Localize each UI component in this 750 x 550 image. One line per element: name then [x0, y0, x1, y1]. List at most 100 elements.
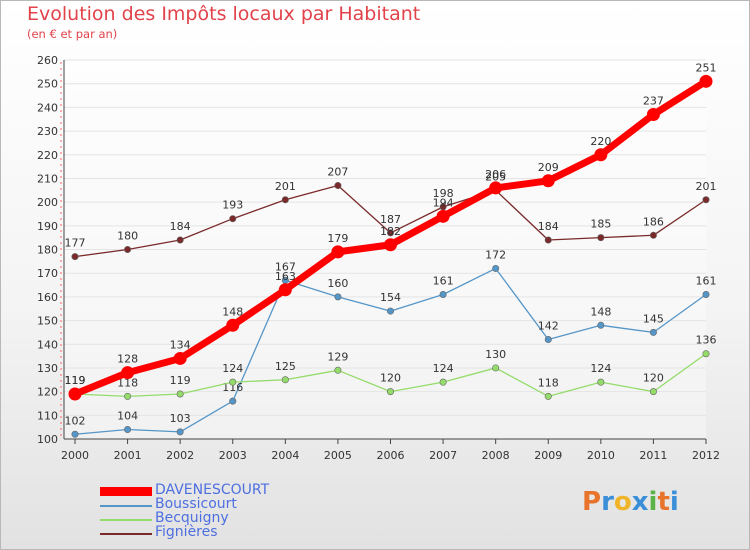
data-label-becquigny: 120 — [380, 372, 401, 385]
data-label-davenescourt: 206 — [485, 168, 506, 181]
data-label-boussicourt: 104 — [117, 410, 138, 423]
x-tick-label: 2007 — [429, 449, 457, 462]
data-label-boussicourt: 102 — [65, 414, 86, 427]
data-point-fignieres — [702, 196, 710, 204]
data-point-becquigny — [649, 388, 657, 396]
y-tick-label: 160 — [37, 291, 58, 304]
data-label-fignieres: 180 — [117, 230, 138, 243]
data-point-fignieres — [229, 215, 237, 223]
data-point-becquigny — [334, 366, 342, 374]
data-point-davenescourt — [699, 74, 713, 88]
data-label-fignieres: 187 — [380, 213, 401, 226]
data-label-fignieres: 184 — [170, 220, 191, 233]
data-point-boussicourt — [334, 293, 342, 301]
data-label-becquigny: 125 — [275, 360, 296, 373]
data-label-becquigny: 129 — [327, 350, 348, 363]
chart-title: Evolution des Impôts locaux par Habitant — [27, 3, 421, 25]
data-point-davenescourt — [68, 387, 82, 401]
data-point-davenescourt — [331, 245, 345, 259]
data-label-boussicourt: 172 — [485, 248, 506, 261]
data-point-boussicourt — [386, 307, 394, 315]
data-point-fignieres — [176, 236, 184, 244]
data-label-becquigny: 119 — [170, 374, 191, 387]
data-point-boussicourt — [229, 397, 237, 405]
data-point-boussicourt — [597, 321, 605, 329]
data-point-davenescourt — [384, 238, 397, 252]
data-label-boussicourt: 103 — [170, 412, 191, 425]
data-point-davenescourt — [173, 351, 187, 365]
y-tick-label: 200 — [37, 196, 58, 209]
data-label-davenescourt: 148 — [222, 305, 243, 318]
x-tick-label: 2002 — [166, 449, 194, 462]
y-tick-label: 220 — [37, 149, 58, 162]
data-point-davenescourt — [278, 283, 292, 297]
chart-subtitle: (en € et par an) — [27, 27, 118, 41]
data-label-fignieres: 193 — [222, 199, 243, 212]
logo-letter: t — [657, 487, 670, 517]
y-tick-label: 260 — [37, 54, 58, 67]
data-label-davenescourt: 128 — [117, 353, 138, 366]
y-tick-label: 180 — [37, 244, 58, 257]
x-tick-label: 2012 — [692, 449, 720, 462]
y-tick-label: 140 — [37, 338, 58, 351]
data-point-becquigny — [439, 378, 447, 386]
y-tick-label: 110 — [37, 409, 58, 422]
legend-swatch — [100, 533, 152, 535]
data-point-boussicourt — [649, 328, 657, 336]
y-tick-label: 240 — [37, 101, 58, 114]
x-tick-label: 2011 — [639, 449, 667, 462]
logo-letter: r — [601, 487, 614, 517]
data-point-fignieres — [334, 182, 342, 190]
x-tick-label: 2008 — [482, 449, 510, 462]
data-label-davenescourt: 119 — [65, 374, 86, 387]
data-label-fignieres: 184 — [538, 220, 559, 233]
data-label-davenescourt: 163 — [275, 270, 296, 283]
data-point-becquigny — [124, 392, 132, 400]
y-tick-label: 130 — [37, 362, 58, 375]
data-label-becquigny: 130 — [485, 348, 506, 361]
data-label-davenescourt: 251 — [696, 61, 717, 74]
data-point-becquigny — [702, 350, 710, 358]
data-label-boussicourt: 148 — [590, 305, 611, 318]
data-label-davenescourt: 237 — [643, 94, 664, 107]
y-tick-label: 120 — [37, 386, 58, 399]
data-label-davenescourt: 182 — [380, 225, 401, 238]
data-point-becquigny — [492, 364, 500, 372]
data-label-becquigny: 118 — [117, 376, 138, 389]
data-point-becquigny — [229, 378, 237, 386]
x-tick-label: 2010 — [587, 449, 615, 462]
data-label-davenescourt: 194 — [433, 196, 454, 209]
legend-swatch — [100, 519, 152, 521]
data-point-becquigny — [386, 388, 394, 396]
data-point-boussicourt — [544, 336, 552, 344]
data-point-boussicourt — [71, 430, 79, 438]
data-point-boussicourt — [176, 428, 184, 436]
data-point-boussicourt — [492, 264, 500, 272]
data-label-fignieres: 186 — [643, 215, 664, 228]
data-point-becquigny — [281, 376, 289, 384]
data-label-becquigny: 124 — [590, 362, 611, 375]
legend-swatch — [100, 505, 152, 507]
data-label-davenescourt: 134 — [170, 338, 191, 351]
legend-swatch — [100, 487, 152, 496]
data-label-davenescourt: 220 — [590, 135, 611, 148]
data-point-fignieres — [124, 246, 132, 254]
data-point-davenescourt — [594, 148, 608, 162]
data-point-boussicourt — [702, 291, 710, 299]
data-point-davenescourt — [226, 318, 240, 332]
data-point-davenescourt — [121, 366, 135, 380]
data-point-fignieres — [597, 234, 605, 242]
data-point-becquigny — [597, 378, 605, 386]
x-tick-label: 2009 — [534, 449, 562, 462]
data-label-becquigny: 124 — [222, 362, 243, 375]
data-label-boussicourt: 161 — [433, 275, 454, 288]
data-label-boussicourt: 142 — [538, 320, 559, 333]
x-tick-label: 2001 — [114, 449, 142, 462]
data-point-boussicourt — [439, 291, 447, 299]
data-label-boussicourt: 145 — [643, 312, 664, 325]
data-label-boussicourt: 160 — [327, 277, 348, 290]
data-point-becquigny — [176, 390, 184, 398]
data-point-fignieres — [281, 196, 289, 204]
data-label-becquigny: 120 — [643, 372, 664, 385]
